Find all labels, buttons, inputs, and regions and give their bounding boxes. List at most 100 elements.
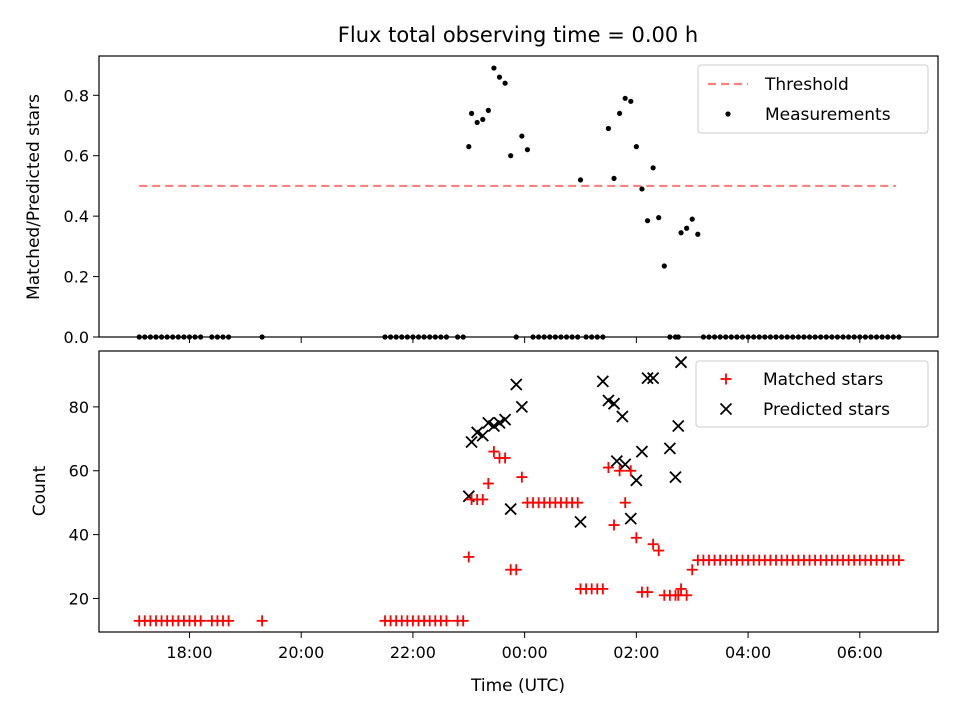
- x-tick-label: 22:00: [390, 643, 436, 662]
- measurement-point: [639, 186, 645, 192]
- measurement-point: [790, 334, 796, 340]
- measurement-point: [617, 110, 623, 117]
- measurement-point: [851, 334, 857, 340]
- matched-point: [675, 583, 687, 595]
- predicted-point: [487, 419, 501, 433]
- x-marker-b: [719, 402, 733, 416]
- measurement-point: [890, 334, 896, 340]
- measurement-point: [689, 216, 695, 222]
- measurement-point: [547, 334, 553, 340]
- predicted-point: [669, 470, 682, 484]
- count-x-ticks: 18:00 20:00 22:00 00:00 02:00 04:00 06:00: [166, 632, 883, 662]
- predicted-point: [515, 400, 528, 414]
- measurement-point: [868, 334, 874, 340]
- measurement-point: [415, 334, 422, 340]
- measurement-point: [496, 74, 503, 80]
- measurement-point: [480, 116, 486, 123]
- measurement-point: [678, 230, 684, 236]
- legend-predicted-swatch: [719, 402, 733, 416]
- x-marker-b: [574, 515, 587, 528]
- predicted-point: [641, 372, 654, 385]
- count-y-tick-label: 60: [69, 462, 89, 481]
- measurement-point: [225, 334, 232, 340]
- measurement-point: [879, 334, 885, 340]
- predicted-point: [619, 458, 632, 471]
- x-marker-b: [672, 419, 685, 433]
- legend-matched-label: Matched stars: [763, 370, 883, 390]
- measurement-point: [840, 334, 846, 340]
- predicted-point: [596, 375, 609, 388]
- legend-matched-marker: [720, 373, 732, 385]
- x-marker-b: [607, 397, 621, 410]
- count-panel: 20 40 60 80 18:00 20:00 22:00 00:00 02:00 04:00 0…: [30, 350, 939, 696]
- measurement-point: [209, 334, 215, 340]
- measurement-point: [801, 334, 807, 340]
- predicted-point: [602, 394, 615, 407]
- x-marker-b: [641, 372, 654, 385]
- x-marker-b: [669, 470, 682, 484]
- ratio-y-tick-label: 0.6: [64, 147, 89, 166]
- measurement-point: [136, 334, 142, 340]
- measurement-point: [594, 334, 600, 340]
- measurement-point: [675, 334, 681, 340]
- measurement-point: [885, 334, 891, 340]
- x-tick-label: 18:00: [166, 643, 212, 662]
- matched-point: [510, 564, 522, 576]
- predicted-point: [471, 426, 484, 439]
- x-marker-b: [493, 416, 506, 429]
- measurement-point: [513, 334, 519, 340]
- matched-point: [477, 493, 489, 505]
- matched-point: [440, 615, 452, 627]
- measurement-point: [622, 95, 628, 101]
- measurement-point: [259, 334, 265, 340]
- ratio-y-tick-label: 0.4: [64, 207, 89, 226]
- predicted-point: [674, 356, 688, 369]
- chart-title: Flux total observing time = 0.00 h: [338, 23, 698, 47]
- x-marker-b: [663, 442, 677, 455]
- x-tick-label: 06:00: [837, 643, 883, 662]
- measurement-point: [644, 218, 651, 224]
- measurement-point: [589, 334, 595, 340]
- measurement-point: [762, 334, 768, 340]
- ratio-x-ticks: [188, 337, 861, 343]
- measurement-point: [502, 80, 508, 86]
- x-marker-b: [646, 372, 660, 385]
- count-y-tick-label: 80: [69, 398, 89, 417]
- measurement-point: [530, 334, 536, 340]
- predicted-point: [476, 429, 489, 442]
- matched-points: [133, 446, 905, 627]
- matched-point: [572, 497, 584, 509]
- measurement-point: [427, 334, 433, 340]
- measurement-point: [485, 107, 491, 113]
- measurement-point: [421, 334, 427, 340]
- matched-point: [608, 519, 620, 531]
- x-marker-b: [465, 435, 478, 449]
- measurement-point: [700, 334, 706, 340]
- measurement-point: [661, 263, 667, 269]
- measurement-point: [756, 334, 762, 340]
- ratio-y-tick-label: 0.0: [64, 328, 89, 347]
- measurement-point: [460, 334, 466, 340]
- measurement-point: [491, 65, 497, 71]
- predicted-point: [630, 474, 643, 487]
- legend-predicted-label: Predicted stars: [763, 400, 890, 420]
- predicted-point: [504, 502, 517, 516]
- measurement-point: [399, 334, 405, 340]
- matched-point: [602, 462, 614, 474]
- legend-predicted-marker: [719, 402, 733, 416]
- predicted-point: [607, 397, 621, 410]
- measurement-point: [147, 334, 153, 340]
- matched-point: [457, 615, 469, 627]
- count-y-axis-label: Count: [30, 465, 50, 516]
- count-legend-box: [695, 360, 929, 428]
- predicted-point: [510, 378, 523, 391]
- measurement-point: [773, 334, 779, 340]
- count-legend: Matched stars Predicted stars: [695, 360, 929, 428]
- measurement-point: [153, 334, 159, 340]
- measurement-point: [158, 334, 165, 340]
- predicted-point: [610, 455, 623, 468]
- predicted-point: [616, 410, 629, 423]
- matched-point: [630, 532, 642, 544]
- measurement-point: [443, 334, 450, 340]
- matched-point: [686, 564, 698, 576]
